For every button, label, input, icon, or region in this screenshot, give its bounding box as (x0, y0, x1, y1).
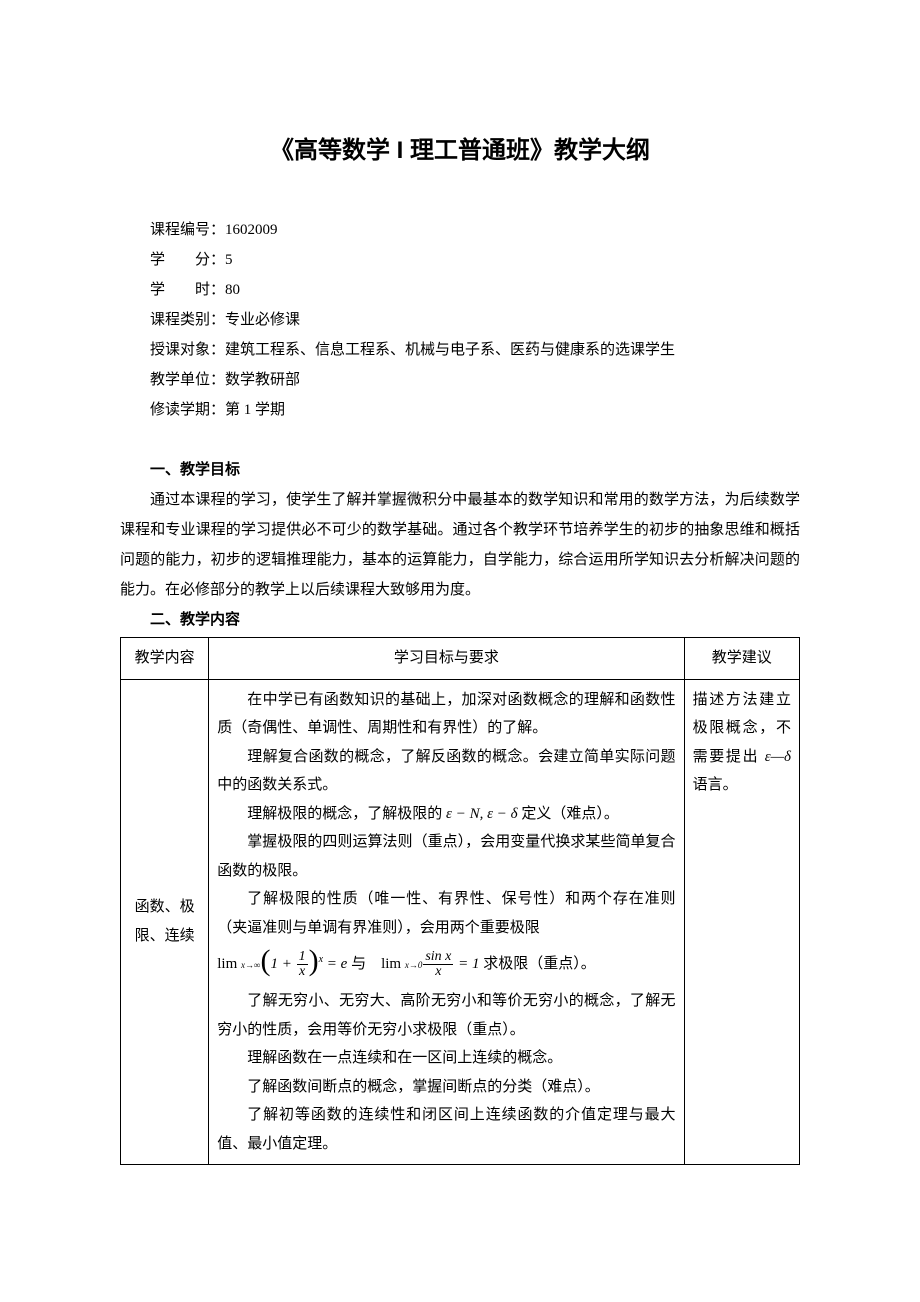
meta-label: 课程类别： (150, 312, 225, 328)
section-heading-2: 二、教学内容 (120, 605, 800, 635)
table-header-cell: 学习目标与要求 (209, 638, 684, 680)
fraction: 1x (297, 950, 308, 979)
meta-value: 建筑工程系、信息工程系、机械与电子系、医药与健康系的选课学生 (225, 342, 675, 358)
limit-symbol: lim x→∞ (217, 957, 260, 972)
meta-value: 5 (225, 252, 233, 268)
fraction-den: x (297, 965, 308, 979)
meta-label: 教学单位： (150, 372, 225, 388)
lim-text: lim (217, 956, 237, 972)
meta-term: 修读学期：第 1 学期 (150, 395, 800, 425)
goal-line: 理解函数在一点连续和在一区间上连续的概念。 (217, 1044, 675, 1073)
meta-course-no: 课程编号：1602009 (150, 215, 800, 245)
topic-cell: 函数、极限、连续 (121, 679, 209, 1165)
fraction-den: x (423, 965, 453, 979)
goal-line: 了解无穷小、无穷大、高阶无穷小和等价无穷小的概念，了解无穷小的性质，会用等价无穷… (217, 987, 675, 1044)
advice-text: 语言。 (693, 777, 738, 793)
meta-credit: 学 分：5 (150, 245, 800, 275)
formula-and: 与 (347, 956, 381, 972)
math-one-plus: 1 + (270, 956, 295, 972)
meta-unit: 教学单位：数学教研部 (150, 365, 800, 395)
meta-label: 授课对象： (150, 342, 225, 358)
goal-line: 在中学已有函数知识的基础上，加深对函数概念的理解和函数性质（奇偶性、单调性、周期… (217, 686, 675, 743)
goal-text: 理解极限的概念，了解极限的 (247, 806, 446, 822)
formula-tail: 求极限（重点）。 (480, 956, 596, 972)
formula-row: lim x→∞ (1 + 1x)x = e 与 lim x→0 sin xx =… (217, 950, 675, 979)
goal-cell: 在中学已有函数知识的基础上，加深对函数概念的理解和函数性质（奇偶性、单调性、周期… (209, 679, 684, 1165)
goal-line: 了解极限的性质（唯一性、有界性、保号性）和两个存在准则（夹逼准则与单调有界准则）… (217, 885, 675, 942)
page-title: 《高等数学 I 理工普通班》教学大纲 (120, 130, 800, 165)
table-row: 函数、极限、连续 在中学已有函数知识的基础上，加深对函数概念的理解和函数性质（奇… (121, 679, 800, 1165)
meta-type: 课程类别：专业必修课 (150, 305, 800, 335)
table-header-cell: 教学内容 (121, 638, 209, 680)
table-header-row: 教学内容 学习目标与要求 教学建议 (121, 638, 800, 680)
meta-value: 专业必修课 (225, 312, 300, 328)
goal-line: 了解初等函数的连续性和闭区间上连续函数的介值定理与最大值、最小值定理。 (217, 1101, 675, 1158)
equals-e: = e (323, 956, 347, 972)
goal-line: 了解函数间断点的概念，掌握间断点的分类（难点）。 (217, 1073, 675, 1102)
lim-text: lim (381, 956, 401, 972)
limit-symbol: lim x→0 (381, 957, 422, 972)
math-dash: — (771, 749, 784, 765)
table-header-cell: 教学建议 (684, 638, 799, 680)
table-body: 函数、极限、连续 在中学已有函数知识的基础上，加深对函数概念的理解和函数性质（奇… (121, 679, 800, 1165)
fraction: sin xx (423, 950, 453, 979)
meta-hours: 学 时：80 (150, 275, 800, 305)
goal-line: 掌握极限的四则运算法则（重点），会用变量代换求某些简单复合函数的极限。 (217, 828, 675, 885)
meta-value: 80 (225, 282, 240, 298)
meta-value: 第 1 学期 (225, 402, 285, 418)
goal-text: 定义（难点）。 (518, 806, 619, 822)
lim-sub: x→∞ (241, 960, 260, 970)
equals-1: = 1 (454, 956, 479, 972)
section1-paragraph: 通过本课程的学习，使学生了解并掌握微积分中最基本的数学知识和常用的数学方法，为后… (120, 485, 800, 605)
meta-label: 学 时： (150, 282, 225, 298)
section-heading-1: 一、教学目标 (120, 455, 800, 485)
fraction-num: 1 (297, 950, 308, 965)
meta-label: 学 分： (150, 252, 225, 268)
meta-block: 课程编号：1602009 学 分：5 学 时：80 课程类别：专业必修课 授课对… (120, 215, 800, 425)
document-page: 《高等数学 I 理工普通班》教学大纲 课程编号：1602009 学 分：5 学 … (0, 0, 920, 1302)
table-head: 教学内容 学习目标与要求 教学建议 (121, 638, 800, 680)
fraction-num: sin x (423, 950, 453, 965)
meta-value: 数学教研部 (225, 372, 300, 388)
goal-line: 理解复合函数的概念，了解反函数的概念。会建立简单实际问题中的函数关系式。 (217, 743, 675, 800)
meta-value: 1602009 (225, 222, 278, 238)
meta-audience: 授课对象：建筑工程系、信息工程系、机械与电子系、医药与健康系的选课学生 (150, 335, 800, 365)
lim-sub: x→0 (405, 960, 423, 970)
meta-label: 课程编号： (150, 222, 225, 238)
math-delta: δ (784, 749, 791, 765)
goal-line: 理解极限的概念，了解极限的 ε − N, ε − δ 定义（难点）。 (217, 800, 675, 829)
math-epsN-epsDelta: ε − N, ε − δ (446, 806, 518, 822)
meta-label: 修读学期： (150, 402, 225, 418)
content-table: 教学内容 学习目标与要求 教学建议 函数、极限、连续 在中学已有函数知识的基础上… (120, 637, 800, 1165)
advice-cell: 描述方法建立极限概念，不需要提出 ε—δ 语言。 (684, 679, 799, 1165)
